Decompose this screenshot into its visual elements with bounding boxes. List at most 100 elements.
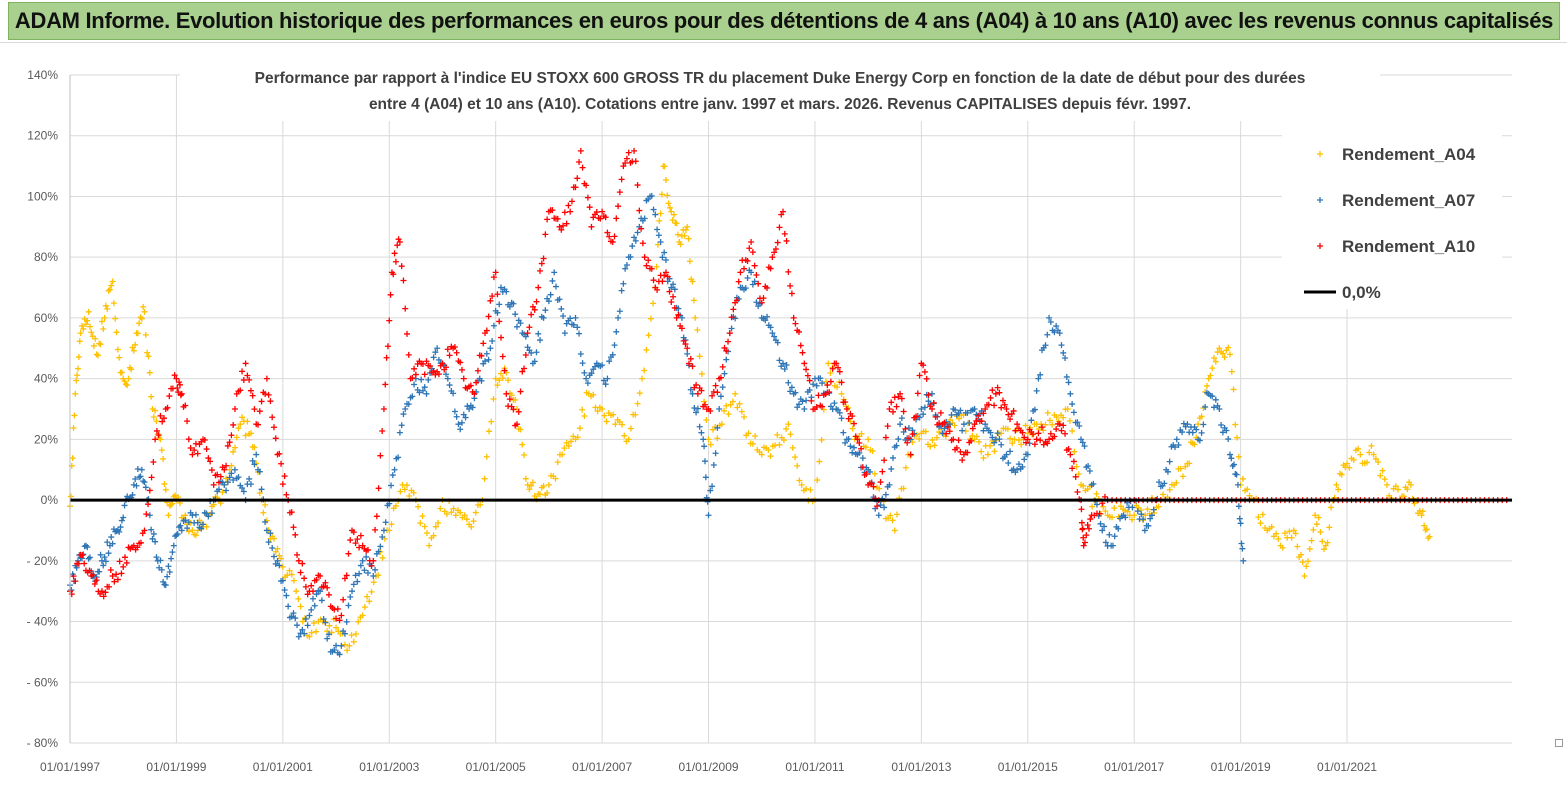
data-point [923,375,930,382]
data-point [729,398,736,405]
data-point [611,342,618,349]
data-point [1211,355,1218,362]
data-point [728,325,735,332]
data-point [1086,467,1093,474]
data-point [524,481,531,488]
data-point [725,338,732,345]
data-point [727,401,734,408]
data-point [470,518,477,525]
data-point [565,442,572,449]
data-point [430,532,437,539]
data-point [980,454,987,461]
data-point [345,550,352,557]
data-point [522,475,529,482]
data-point [854,436,861,443]
data-point [310,620,317,627]
data-point [208,467,215,474]
data-point [357,532,364,539]
data-point [1355,445,1362,452]
data-point [1161,480,1168,487]
data-point [469,404,476,411]
data-point [391,466,398,473]
data-point [689,390,696,397]
data-point [311,602,318,609]
data-point [957,448,964,455]
data-point [1155,503,1162,510]
data-point [451,343,458,350]
data-point [583,375,590,382]
data-point [744,275,751,282]
data-point [951,422,958,429]
data-point [929,390,936,397]
data-point [850,444,857,451]
data-point [748,269,755,276]
data-point [1073,463,1080,470]
data-point [971,421,978,428]
data-point [1313,521,1320,528]
data-point [1069,401,1076,408]
data-point [1294,543,1301,550]
data-point [405,351,412,358]
data-point [1078,436,1084,443]
data-point [386,527,393,534]
data-point [989,434,996,441]
data-point [568,198,575,205]
data-point [258,486,265,493]
data-point [783,425,790,432]
legend-swatch [1317,151,1323,157]
data-point [1209,393,1216,400]
data-point [524,344,531,351]
data-point [242,432,249,439]
data-point [654,226,661,233]
data-point [96,568,103,575]
data-point [594,408,601,415]
data-point [1047,430,1054,437]
data-point [85,555,92,562]
data-point [359,557,366,564]
data-point [819,380,826,387]
data-point [1014,466,1021,473]
data-point [678,325,685,332]
chart-title-backdrop [180,63,1380,121]
resize-handle-bottom-right[interactable] [1555,739,1563,747]
data-point [827,378,834,385]
data-point [132,341,139,348]
data-point [130,481,137,488]
data-point [1009,440,1016,447]
data-point [531,358,538,365]
data-point [1128,516,1135,523]
data-point [184,525,191,532]
data-point [1240,557,1247,564]
data-point [584,194,591,201]
data-point [1070,458,1077,465]
x-tick-label: 01/01/2021 [1317,760,1377,774]
data-point [668,284,675,291]
data-point [474,367,481,374]
data-point [969,425,976,432]
data-point [341,630,348,637]
data-point [936,429,943,436]
data-point [772,246,779,253]
data-point [158,566,165,573]
data-point [108,534,115,541]
data-point [398,422,405,429]
data-point [1236,515,1243,522]
data-point [226,474,233,481]
data-point [446,352,453,359]
data-point [67,493,74,500]
data-point [286,567,293,574]
data-point [137,473,144,480]
data-point [297,569,304,576]
data-point [1124,508,1131,515]
data-point [877,479,884,486]
data-point [537,491,544,498]
data-point [383,354,390,361]
data-point [364,593,371,600]
data-point [349,588,356,595]
data-point [920,362,927,369]
data-point [458,419,465,426]
data-point [833,360,840,367]
data-point [845,404,852,411]
data-point [70,573,77,580]
data-point [1062,430,1069,437]
